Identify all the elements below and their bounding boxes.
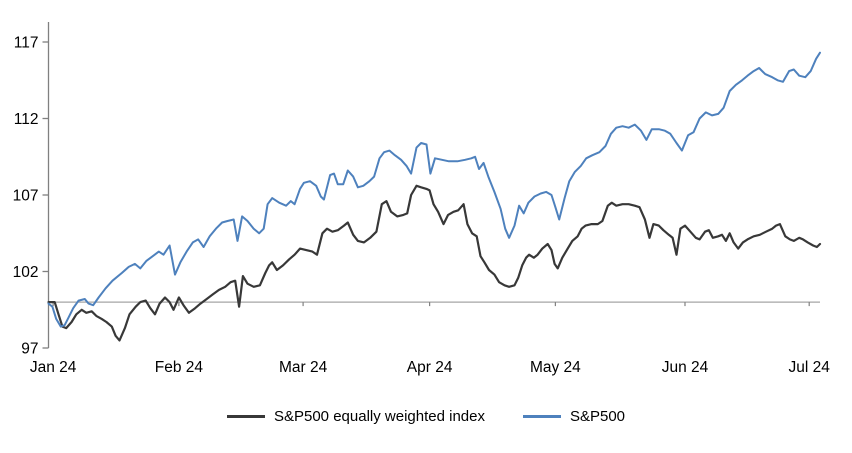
legend: S&P500 equally weighted index S&P500 [0, 408, 852, 425]
x-tick-label: Jan 24 [30, 359, 77, 376]
x-tick-label: Jun 24 [662, 359, 709, 376]
x-tick-label: Feb 24 [155, 359, 204, 376]
legend-label-sp500: S&P500 [569, 408, 626, 425]
y-tick-label: 117 [14, 35, 39, 52]
sp500-equal-weight-line [47, 184, 822, 342]
x-tick-label: May 24 [530, 359, 581, 376]
y-tick-label: 107 [13, 188, 39, 205]
y-tick-label: 112 [14, 111, 39, 128]
sp500-line [47, 51, 821, 328]
y-tick-label: 97 [21, 341, 38, 358]
x-tick-label: Jul 24 [789, 359, 831, 376]
legend-line-swatch-sp500-equal-weight-icon [226, 415, 265, 418]
x-tick-label: Apr 24 [407, 359, 453, 376]
legend-item-sp500: S&P500 [522, 408, 626, 425]
legend-label-sp500-equal-weight: S&P500 equally weighted index [273, 408, 485, 425]
x-tick-label: Mar 24 [279, 359, 328, 376]
legend-line-swatch-sp500-icon [522, 415, 561, 418]
y-tick-label: 102 [13, 264, 39, 281]
legend-item-sp500-equal-weight: S&P500 equally weighted index [226, 408, 485, 425]
